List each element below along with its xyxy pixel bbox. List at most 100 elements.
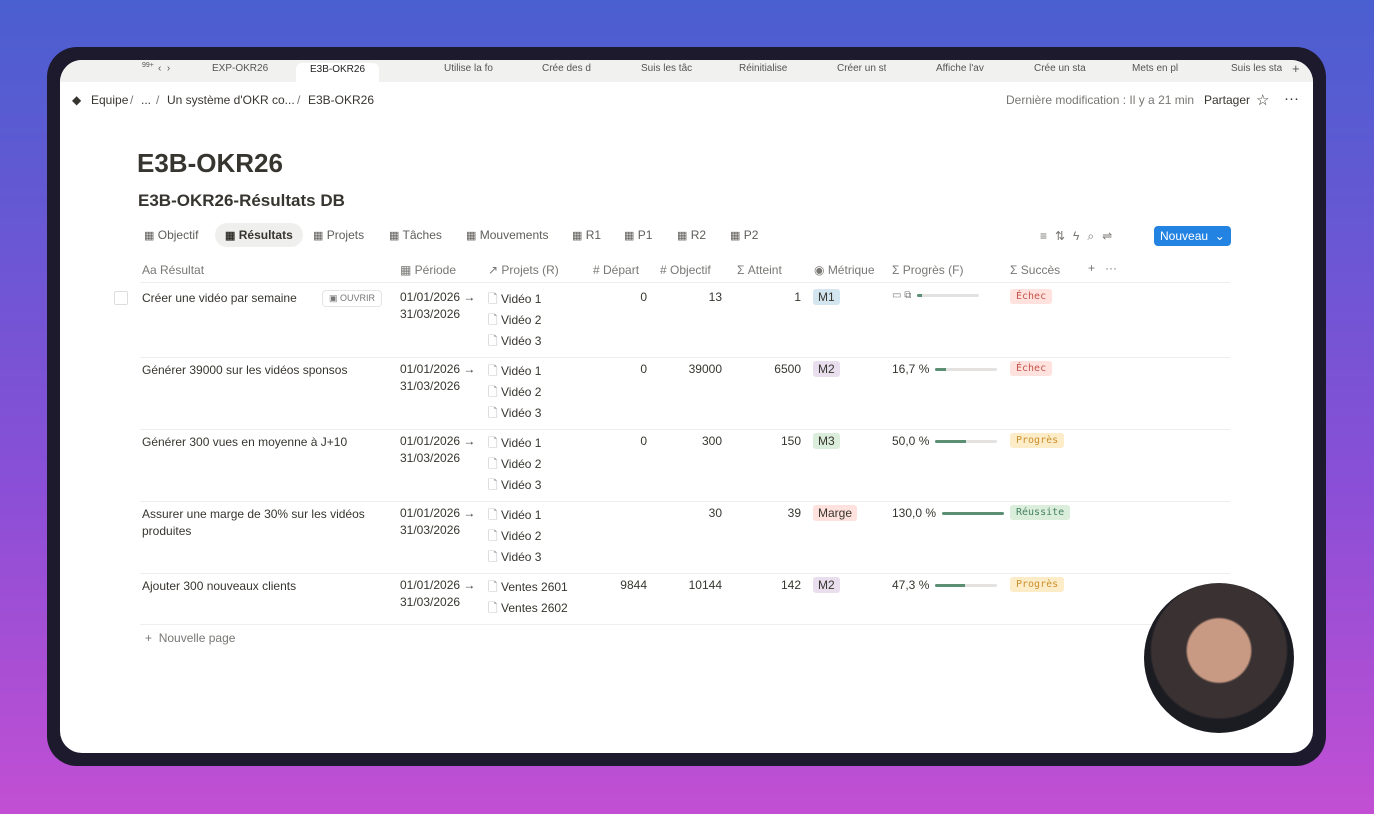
cell-metrique: M1	[813, 289, 840, 305]
breadcrumb-sep: /	[130, 93, 134, 107]
project-link[interactable]: 🗋 Vidéo 1	[488, 436, 542, 450]
add-column[interactable]: + ···	[1088, 261, 1117, 275]
project-link[interactable]: 🗋 Ventes 2601	[488, 580, 568, 594]
project-link[interactable]: 🗋 Vidéo 1	[488, 508, 542, 522]
progress-track	[935, 367, 998, 371]
view-label: R1	[585, 228, 602, 242]
cell-resultat: Créer une vidéo par semaine	[142, 291, 297, 305]
cell-periode: 01/01/2026 →	[400, 290, 476, 304]
open-button[interactable]: ▣ OUVRIR	[322, 290, 383, 307]
project-link[interactable]: 🗋 Vidéo 1	[488, 364, 542, 378]
cell-metrique: M2	[813, 361, 840, 377]
browser-tab[interactable]: Crée un sta	[1034, 63, 1086, 74]
metric-tag: M2	[813, 577, 840, 593]
cell-periode: 31/03/2026	[400, 379, 461, 393]
progress-bar	[935, 583, 965, 587]
column-header: # Départ	[593, 263, 640, 277]
view-tab[interactable]: ▦ R2	[677, 228, 707, 242]
project-link[interactable]: 🗋 Vidéo 2	[488, 385, 542, 399]
toolbar-icons[interactable]: ≡⇅ϟ⌕⇌	[1040, 229, 1121, 243]
column-header: Aa Résultat	[142, 263, 205, 277]
breadcrumb-item[interactable]: E3B-OKR26	[308, 93, 375, 107]
project-link[interactable]: 🗋 Vidéo 3	[488, 334, 542, 348]
view-tab[interactable]: ▦ R1	[572, 228, 602, 242]
column-label: Période	[414, 263, 457, 277]
cell-depart: 0	[640, 434, 647, 448]
view-tab[interactable]: ▦ Résultats	[215, 223, 303, 247]
project-name: Vidéo 2	[501, 457, 542, 471]
cell-objectif: 39000	[688, 362, 722, 376]
view-label: Objectif	[157, 228, 199, 242]
more[interactable]: ···	[1284, 90, 1299, 107]
view-tab[interactable]: ▦ Tâches	[389, 228, 442, 242]
cell-depart: 0	[640, 362, 647, 376]
browser-tab[interactable]: Crée des d	[542, 63, 591, 74]
progress-label: 50,0 %	[892, 434, 930, 448]
project-link[interactable]: 🗋 Vidéo 2	[488, 457, 542, 471]
browser-tab[interactable]: Affiche l'av	[936, 63, 984, 74]
project-link[interactable]: 🗋 Vidéo 3	[488, 478, 542, 492]
breadcrumb-sep: /	[297, 93, 301, 107]
project-name: Vidéo 1	[501, 364, 542, 378]
new-page[interactable]: + Nouvelle page	[145, 631, 236, 645]
project-link[interactable]: 🗋 Vidéo 2	[488, 313, 542, 327]
metric-tag: M2	[813, 361, 840, 377]
view-tab[interactable]: ▦ Projets	[313, 228, 365, 242]
row-line	[140, 357, 1230, 358]
status-tag: Réussite	[1010, 505, 1071, 520]
view-tab[interactable]: ▦ P2	[730, 228, 759, 242]
breadcrumb-icon: ◆	[72, 93, 82, 107]
browser-tab[interactable]: Utilise la fo	[444, 63, 493, 74]
favorite[interactable]: ☆	[1256, 92, 1270, 109]
project-name: Vidéo 3	[501, 550, 542, 564]
window: 99+ ‹ › + EXP-OKR26 E3B-OKR26 Utilise la f…	[60, 60, 1313, 753]
new-button[interactable]: Nouveau ⌄	[1154, 226, 1231, 246]
breadcrumb-item[interactable]: Equipe	[91, 93, 129, 107]
project-link[interactable]: 🗋 Ventes 2602	[488, 601, 568, 615]
browser-tab[interactable]: Mets en pl	[1132, 63, 1179, 74]
status-tag: Échec	[1010, 289, 1053, 304]
project-name: Vidéo 1	[501, 292, 542, 306]
cell-progres: ▭ ⧉	[892, 290, 980, 301]
browser-tab[interactable]: Créer un st	[837, 63, 887, 74]
view-tab[interactable]: ▦ P1	[624, 228, 653, 242]
cell-objectif: 30	[708, 506, 722, 520]
new-page-label: Nouvelle page	[158, 631, 236, 645]
project-name: Vidéo 2	[501, 529, 542, 543]
cell-resultat: Générer 300 vues en moyenne à J+10	[142, 435, 348, 449]
last-modified: Dernière modification : Il y a 21 min	[1006, 93, 1195, 107]
view-tab[interactable]: ▦ Objectif	[144, 228, 199, 242]
browser-tab[interactable]: Réinitialise	[739, 63, 788, 74]
browser-tab[interactable]: Suis les tâc	[641, 63, 693, 74]
cell-periode: 31/03/2026	[400, 307, 461, 321]
browser-tab[interactable]: Suis les sta	[1231, 63, 1283, 74]
view-label: P1	[637, 228, 653, 242]
project-link[interactable]: 🗋 Vidéo 1	[488, 292, 542, 306]
row-line	[140, 501, 1230, 502]
nav[interactable]: ‹ ›	[158, 63, 171, 74]
column-label: Métrique	[827, 263, 875, 277]
checkbox[interactable]	[114, 291, 128, 305]
cell-depart: 0	[640, 290, 647, 304]
new-tab[interactable]: +	[1292, 61, 1300, 76]
project-name: Ventes 2602	[501, 601, 568, 615]
breadcrumb-sep: /	[156, 93, 160, 107]
breadcrumb-item[interactable]: Un système d'OKR co...	[167, 93, 295, 107]
project-link[interactable]: 🗋 Vidéo 2	[488, 529, 542, 543]
project-name: Vidéo 3	[501, 406, 542, 420]
row-icons: ▭ ⧉	[892, 290, 912, 301]
browser-tab[interactable]: EXP-OKR26	[212, 63, 269, 74]
column-label: Objectif	[670, 263, 711, 277]
browser-tab[interactable]: E3B-OKR26	[296, 63, 380, 82]
view-tab[interactable]: ▦ Mouvements	[466, 228, 549, 242]
breadcrumb-item[interactable]: ...	[141, 93, 152, 107]
project-link[interactable]: 🗋 Vidéo 3	[488, 550, 542, 564]
cell-succes: Échec	[1010, 361, 1053, 376]
column-header: Σ Progrès (F)	[892, 263, 964, 277]
row-line	[140, 429, 1230, 430]
progress-track	[935, 583, 998, 587]
project-link[interactable]: 🗋 Vidéo 3	[488, 406, 542, 420]
share[interactable]: Partager	[1204, 93, 1251, 107]
webcam-overlay	[1144, 583, 1294, 733]
